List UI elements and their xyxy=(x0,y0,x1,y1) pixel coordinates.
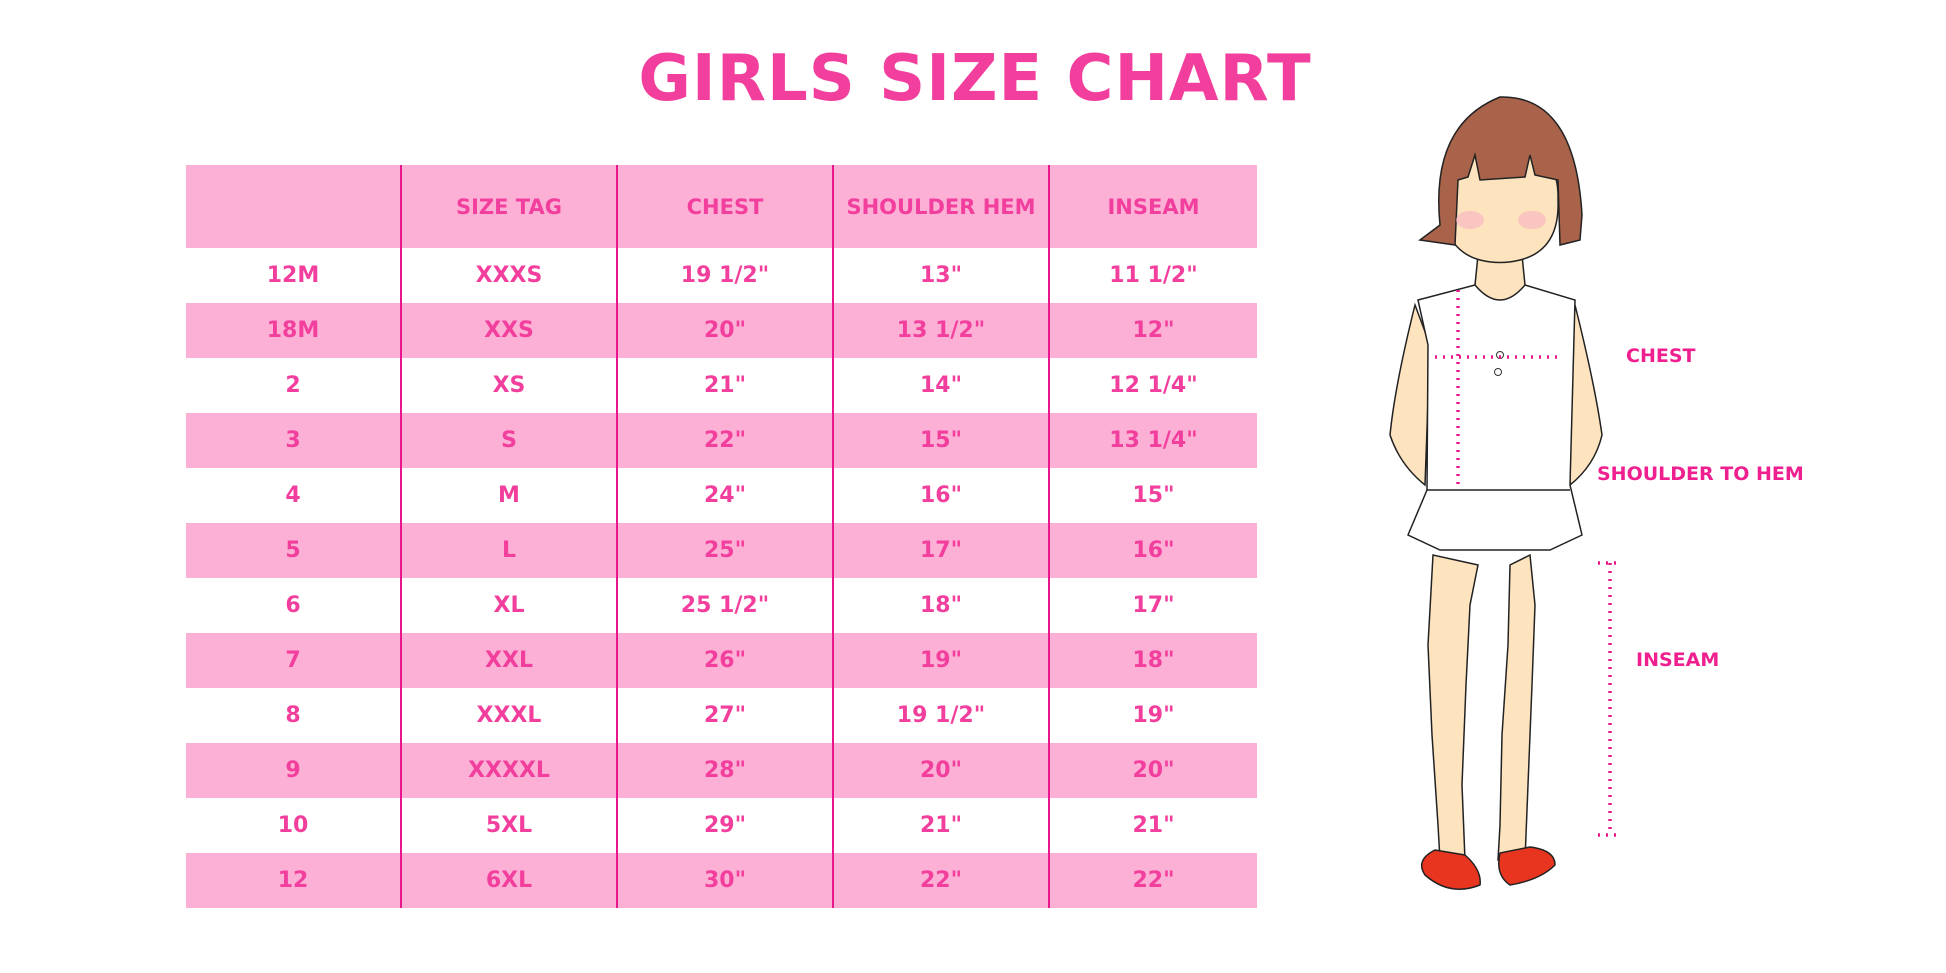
table-cell: XXXS xyxy=(401,248,618,303)
table-cell: 20" xyxy=(617,303,834,358)
page-title: GIRLS SIZE CHART xyxy=(638,42,1312,116)
table-cell: XL xyxy=(401,578,618,633)
table-cell: 19 1/2" xyxy=(833,688,1050,743)
table-row: 18M XXS 20" 13 1/2" 12" xyxy=(186,303,1257,358)
table-cell: S xyxy=(401,413,618,468)
table-cell: 16" xyxy=(833,468,1050,523)
table-cell: 8 xyxy=(186,688,402,743)
table-cell: 18M xyxy=(186,303,402,358)
table-cell: 21" xyxy=(617,358,834,413)
table-cell: 21" xyxy=(833,798,1050,853)
table-cell: 22" xyxy=(833,853,1050,908)
table-cell: 21" xyxy=(1132,813,1175,838)
table-row: 8 XXXL 27" 19 1/2" 19" xyxy=(186,688,1257,743)
table-cell: 12M xyxy=(186,248,402,303)
table-row: 10 5XL 29" 21" 21" xyxy=(186,798,1257,853)
table-cell: 12 1/4" xyxy=(1109,373,1198,398)
table-cell: 6 xyxy=(186,578,402,633)
table-cell: M xyxy=(401,468,618,523)
table-cell: 20" xyxy=(833,743,1050,798)
table-cell: 14" xyxy=(833,358,1050,413)
table-cell: 7 xyxy=(186,633,402,688)
table-cell: 12" xyxy=(1049,303,1257,358)
table-cell: 13 1/4" xyxy=(1049,413,1257,468)
table-cell: XXXXL xyxy=(401,743,618,798)
table-cell: 25 1/2" xyxy=(617,578,834,633)
table-cell: 4 xyxy=(186,468,402,523)
table-cell: 22" xyxy=(1049,853,1257,908)
table-cell: 19" xyxy=(833,633,1050,688)
table-cell: 27" xyxy=(617,688,834,743)
table-cell: 29" xyxy=(617,798,834,853)
table-cell: 13" xyxy=(833,248,1050,303)
table-row: 12 6XL 30" 22" 22" xyxy=(186,853,1257,908)
table-cell: 13 1/2" xyxy=(833,303,1050,358)
table-cell: 11 1/2" xyxy=(1109,263,1198,288)
table-row: 2 XS 21" 14" 12 1/4" xyxy=(186,358,1257,413)
table-row: 12M XXXS 19 1/2" 13" 11 1/2" xyxy=(186,248,1257,303)
table-cell: XXXL xyxy=(401,688,618,743)
table-row: 3 S 22" 15" 13 1/4" xyxy=(186,413,1257,468)
table-cell: 17" xyxy=(1132,593,1175,618)
table-row: 9 XXXXL 28" 20" 20" xyxy=(186,743,1257,798)
table-cell: 6XL xyxy=(401,853,618,908)
column-header: SHOULDER HEM xyxy=(833,165,1050,248)
table-cell: 22" xyxy=(617,413,834,468)
inseam-label: INSEAM xyxy=(1636,649,1720,671)
table-cell: XXL xyxy=(401,633,618,688)
table-cell: 15" xyxy=(833,413,1050,468)
column-header xyxy=(186,165,402,248)
table-cell: 3 xyxy=(186,413,402,468)
table-cell: 5XL xyxy=(401,798,618,853)
chest-label: CHEST xyxy=(1626,345,1696,367)
table-cell: 18" xyxy=(833,578,1050,633)
column-header: CHEST xyxy=(617,165,834,248)
table-cell: 17" xyxy=(833,523,1050,578)
table-cell: 16" xyxy=(1049,523,1257,578)
table-cell: 28" xyxy=(617,743,834,798)
table-cell: 5 xyxy=(186,523,402,578)
table-row: 7 XXL 26" 19" 18" xyxy=(186,633,1257,688)
table-cell: 2 xyxy=(186,358,402,413)
shoulder-to-hem-label: SHOULDER TO HEM xyxy=(1597,463,1804,485)
table-cell: 9 xyxy=(186,743,402,798)
table-cell: 18" xyxy=(1049,633,1257,688)
table-cell: 19" xyxy=(1132,703,1175,728)
table-cell: 12 xyxy=(186,853,402,908)
girl-illustration xyxy=(1389,96,1622,890)
table-cell: 30" xyxy=(617,853,834,908)
table-row: 5 L 25" 17" 16" xyxy=(186,523,1257,578)
column-header: INSEAM xyxy=(1049,165,1257,248)
table-cell: XS xyxy=(401,358,618,413)
column-header: SIZE TAG xyxy=(401,165,618,248)
table-cell: 19 1/2" xyxy=(617,248,834,303)
table-cell: 20" xyxy=(1049,743,1257,798)
table-header-row: SIZE TAG CHEST SHOULDER HEM INSEAM xyxy=(186,165,1257,248)
table-cell: 24" xyxy=(617,468,834,523)
table-row: 4 M 24" 16" 15" xyxy=(186,468,1257,523)
table-row: 6 XL 25 1/2" 18" 17" xyxy=(186,578,1257,633)
table-cell: XXS xyxy=(401,303,618,358)
table-cell: 15" xyxy=(1132,483,1175,508)
table-cell: 10 xyxy=(186,798,402,853)
table-cell: L xyxy=(401,523,618,578)
table-cell: 25" xyxy=(617,523,834,578)
table-cell: 26" xyxy=(617,633,834,688)
size-chart-table: SIZE TAG CHEST SHOULDER HEM INSEAM 12M XXXS 1… xyxy=(186,165,1257,908)
